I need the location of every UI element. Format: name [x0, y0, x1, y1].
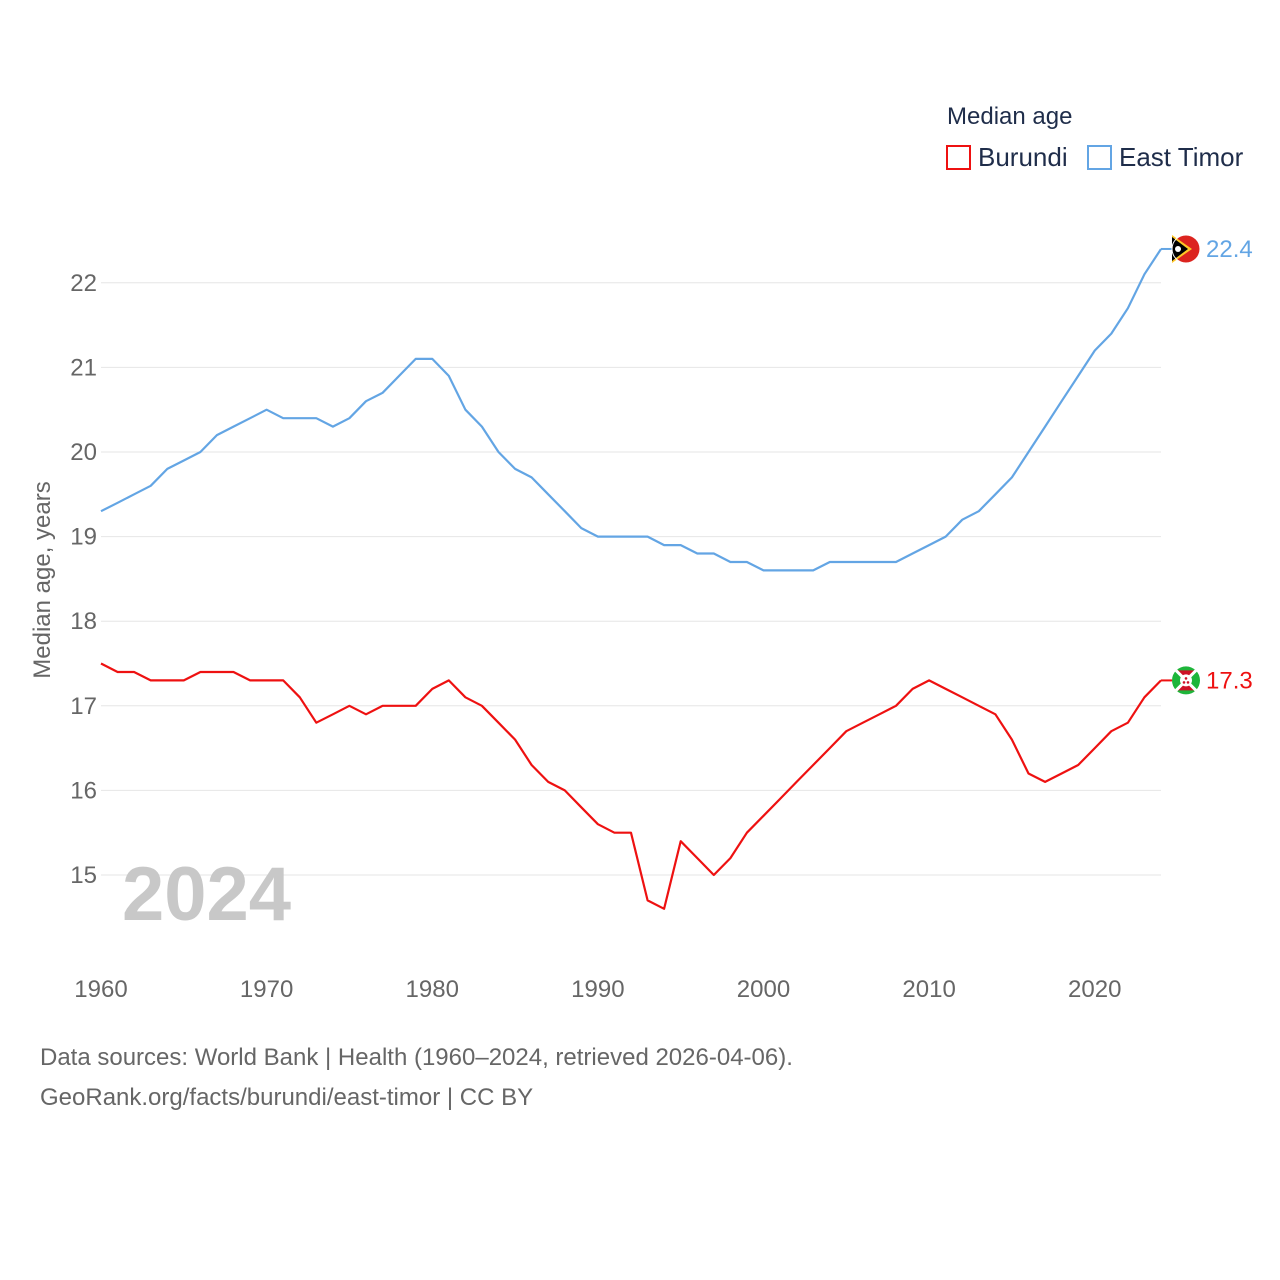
x-tick-label: 1960 [74, 976, 127, 1003]
east-timor-flag-icon [1171, 234, 1201, 264]
x-tick-label: 1970 [240, 976, 293, 1003]
legend-swatch-east-timor [1087, 145, 1112, 170]
y-tick-label: 18 [70, 608, 97, 635]
legend-swatch-burundi [946, 145, 971, 170]
y-tick-label: 19 [70, 524, 97, 551]
x-tick-label: 1980 [406, 976, 459, 1003]
end-value-label: 22.4 [1206, 236, 1253, 263]
end-markers: 17.3 22.4 [1161, 234, 1253, 695]
series [100, 248, 1162, 910]
x-tick-label: 2010 [902, 976, 955, 1003]
year-watermark: 2024 [122, 852, 291, 937]
y-tick-label: 22 [70, 270, 97, 297]
footer-sources: Data sources: World Bank | Health (1960–… [40, 1044, 793, 1071]
legend-title: Median age [947, 103, 1072, 130]
legend: Median age Burundi East Timor [946, 103, 1244, 172]
axis-ticks: 15 16 17 18 19 20 21 22 1960 1970 1980 1990 2000 2010… [70, 270, 1121, 1003]
y-tick-label: 16 [70, 777, 97, 804]
legend-label-burundi: Burundi [978, 142, 1068, 172]
y-axis-title: Median age, years [29, 481, 56, 678]
end-value-label: 17.3 [1206, 667, 1253, 694]
x-tick-label: 2020 [1068, 976, 1121, 1003]
y-tick-label: 15 [70, 862, 97, 889]
y-tick-label: 17 [70, 693, 97, 720]
y-tick-label: 20 [70, 439, 97, 466]
footer-credit: GeoRank.org/facts/burundi/east-timor | C… [40, 1084, 534, 1111]
burundi-flag-icon [1172, 666, 1200, 695]
x-tick-label: 1990 [571, 976, 624, 1003]
series-line-east-timor [100, 248, 1162, 572]
y-tick-label: 21 [70, 354, 97, 381]
legend-label-east-timor: East Timor [1119, 142, 1244, 172]
grid [101, 282, 1161, 876]
series-line-burundi [100, 662, 1162, 910]
x-tick-label: 2000 [737, 976, 790, 1003]
